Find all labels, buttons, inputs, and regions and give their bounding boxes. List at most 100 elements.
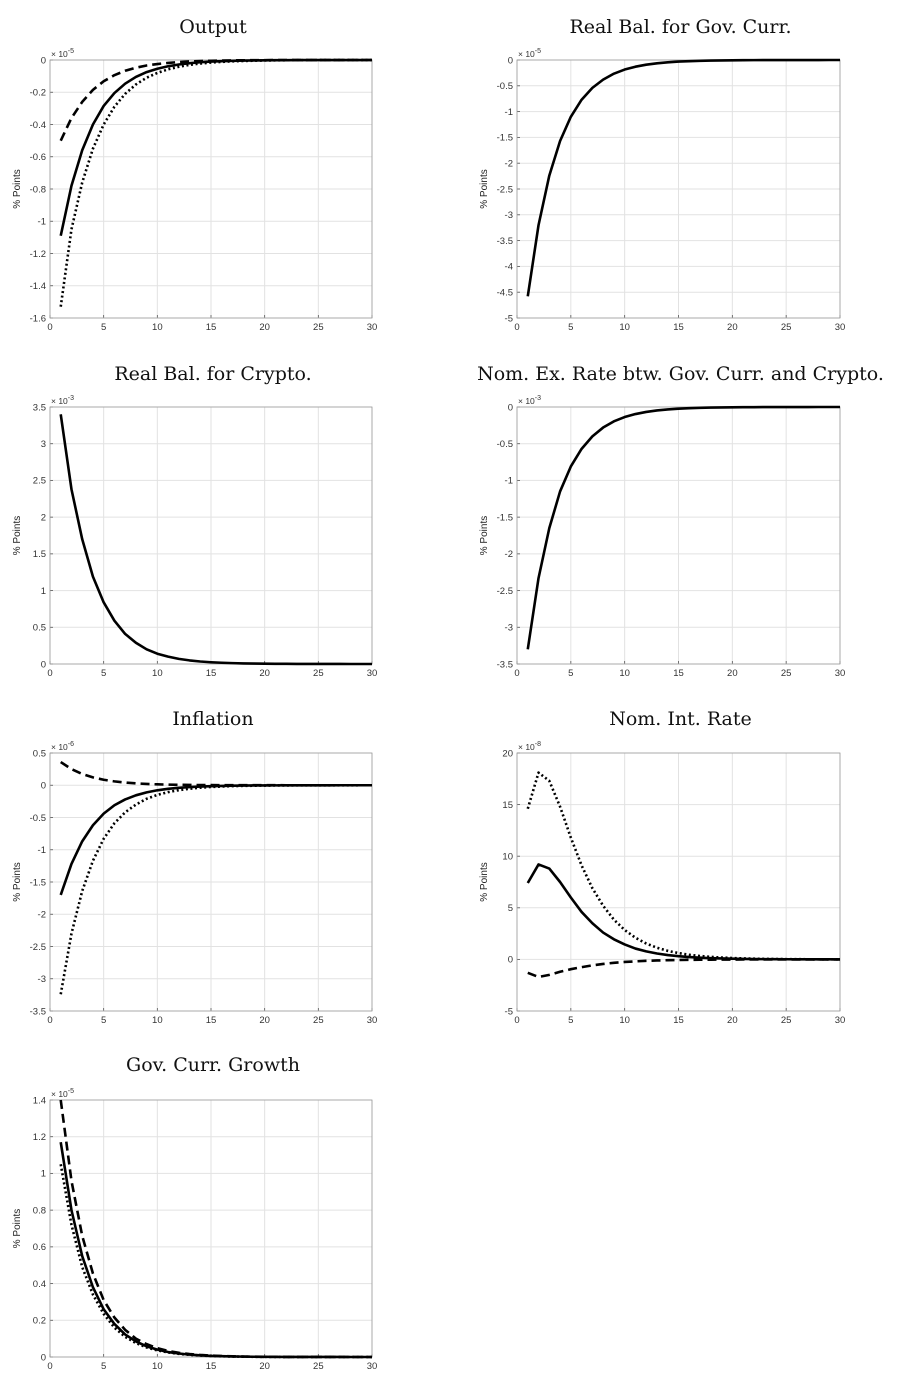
x-tick-label: 30 <box>835 322 846 333</box>
y-tick-label: 10 <box>502 852 513 863</box>
x-tick-label: 10 <box>152 1015 163 1026</box>
chart-panel-1: Output 0 5 10 15 20 25 30 -1.6 -1.4 -1.2 -1 -0.8 -0.6… <box>12 16 377 333</box>
y-tick-label: 0.8 <box>33 1205 46 1216</box>
y-tick-label: -5 <box>505 313 513 324</box>
x-tick-label: 5 <box>568 322 573 333</box>
y-tick-label: 0 <box>508 402 513 413</box>
series-line-solid <box>59 783 372 896</box>
y-tick-label: 1 <box>41 1169 46 1180</box>
chart-title: Real Bal. for Gov. Curr. <box>569 16 791 38</box>
exponent-power: -6 <box>68 741 74 748</box>
chart-panel-3: Real Bal. for Crypto. 0 5 10 15 20 25 30 0 0.5 1 1.… <box>12 363 377 679</box>
y-tick-label: -2 <box>38 910 46 921</box>
series-line-dashed <box>527 958 840 979</box>
x-tick-label: 25 <box>781 668 792 679</box>
series-line-dotted <box>526 771 841 961</box>
y-tick-label: 0 <box>508 55 513 66</box>
chart-title: Gov. Curr. Growth <box>126 1054 300 1076</box>
x-tick-label: 5 <box>101 668 106 679</box>
y-tick-label: -0.4 <box>30 120 46 131</box>
y-axis-label: % Points <box>479 862 490 901</box>
x-tick-label: 0 <box>514 668 519 679</box>
y-tick-label: 3.5 <box>33 402 46 413</box>
x-tick-label: 10 <box>152 322 163 333</box>
y-tick-label: -2.5 <box>30 942 46 953</box>
y-axis-label: % Points <box>12 1209 23 1248</box>
y-tick-label: -3 <box>505 623 513 634</box>
y-axis-label: % Points <box>12 169 23 208</box>
x-tick-label: 30 <box>367 668 378 679</box>
y-tick-label: -2 <box>505 159 513 170</box>
y-tick-label: -0.5 <box>497 439 513 450</box>
x-tick-label: 25 <box>313 668 324 679</box>
exponent-label: × 10-3 <box>51 395 74 406</box>
y-tick-label: -1.2 <box>30 249 46 260</box>
x-tick-label: 0 <box>47 1361 52 1372</box>
x-tick-label: 20 <box>727 668 738 679</box>
y-tick-label: -0.2 <box>30 88 46 99</box>
exponent-base: × 10 <box>51 1089 68 1099</box>
chart-panel-7: Gov. Curr. Growth 0 5 10 15 20 25 30 0 0.2 0.4 0.6 0… <box>12 1054 377 1372</box>
x-tick-label: 25 <box>313 1015 324 1026</box>
y-tick-label: 0.5 <box>33 623 46 634</box>
plot-frame <box>516 406 841 665</box>
x-tick-label: 30 <box>367 322 378 333</box>
exponent-base: × 10 <box>51 742 68 752</box>
exponent-power: -8 <box>535 741 541 748</box>
y-tick-label: 0 <box>508 955 513 966</box>
y-axis-label: % Points <box>12 862 23 901</box>
exponent-base: × 10 <box>51 396 68 406</box>
series-line-solid <box>59 58 373 237</box>
y-tick-label: 20 <box>502 748 513 759</box>
y-tick-label: -1.6 <box>30 313 46 324</box>
y-tick-label: -2.5 <box>497 586 513 597</box>
x-tick-label: 0 <box>514 1015 519 1026</box>
exponent-power: -3 <box>535 395 541 402</box>
series-line-solid <box>59 414 372 666</box>
plot-frame <box>516 752 841 1012</box>
series-line-dotted <box>59 1164 372 1359</box>
chart-title: Nom. Int. Rate <box>609 708 752 730</box>
x-tick-label: 20 <box>259 1361 270 1372</box>
x-tick-label: 15 <box>673 668 684 679</box>
y-tick-label: 1 <box>41 586 46 597</box>
y-tick-label: 1.4 <box>33 1095 46 1106</box>
x-tick-label: 5 <box>101 322 106 333</box>
plot-frame <box>49 752 373 1012</box>
chart-panel-5: Inflation 0 5 10 15 20 25 30 -3.5 -3 -2.5 -2 -1.5 -1 -… <box>12 708 377 1026</box>
x-tick-label: 15 <box>206 322 217 333</box>
exponent-label: × 10-5 <box>51 1088 74 1099</box>
x-tick-label: 5 <box>568 668 573 679</box>
y-tick-label: -4 <box>505 262 513 273</box>
series-line-dotted <box>59 58 373 307</box>
chart-title: Inflation <box>172 708 253 730</box>
x-tick-label: 5 <box>101 1015 106 1026</box>
y-tick-label: -1.5 <box>30 877 46 888</box>
x-tick-label: 25 <box>781 322 792 333</box>
series-line-solid <box>526 58 840 297</box>
x-tick-label: 0 <box>47 1015 52 1026</box>
y-tick-label: -1 <box>38 217 46 228</box>
y-tick-label: -3.5 <box>497 236 513 247</box>
x-tick-label: 0 <box>47 668 52 679</box>
y-tick-label: 0.6 <box>33 1242 46 1253</box>
chart-title: Output <box>179 16 247 38</box>
y-tick-label: 0 <box>41 1352 46 1363</box>
x-tick-label: 20 <box>727 322 738 333</box>
y-tick-label: 5 <box>508 903 513 914</box>
x-tick-label: 25 <box>313 322 324 333</box>
x-tick-label: 10 <box>619 668 630 679</box>
x-tick-label: 25 <box>781 1015 792 1026</box>
y-tick-label: 2 <box>41 512 46 523</box>
series-line-dashed <box>59 1099 372 1359</box>
x-tick-label: 5 <box>568 1015 573 1026</box>
y-tick-label: -1 <box>38 845 46 856</box>
series-line-solid <box>526 863 841 961</box>
x-tick-label: 10 <box>152 1361 163 1372</box>
x-tick-label: 20 <box>259 322 270 333</box>
y-tick-label: 0 <box>41 659 46 670</box>
y-tick-label: 2.5 <box>33 476 46 487</box>
x-tick-label: 10 <box>619 322 630 333</box>
chart-panel-4: Nom. Ex. Rate btw. Gov. Curr. and Crypto… <box>477 363 884 679</box>
exponent-base: × 10 <box>51 49 68 59</box>
